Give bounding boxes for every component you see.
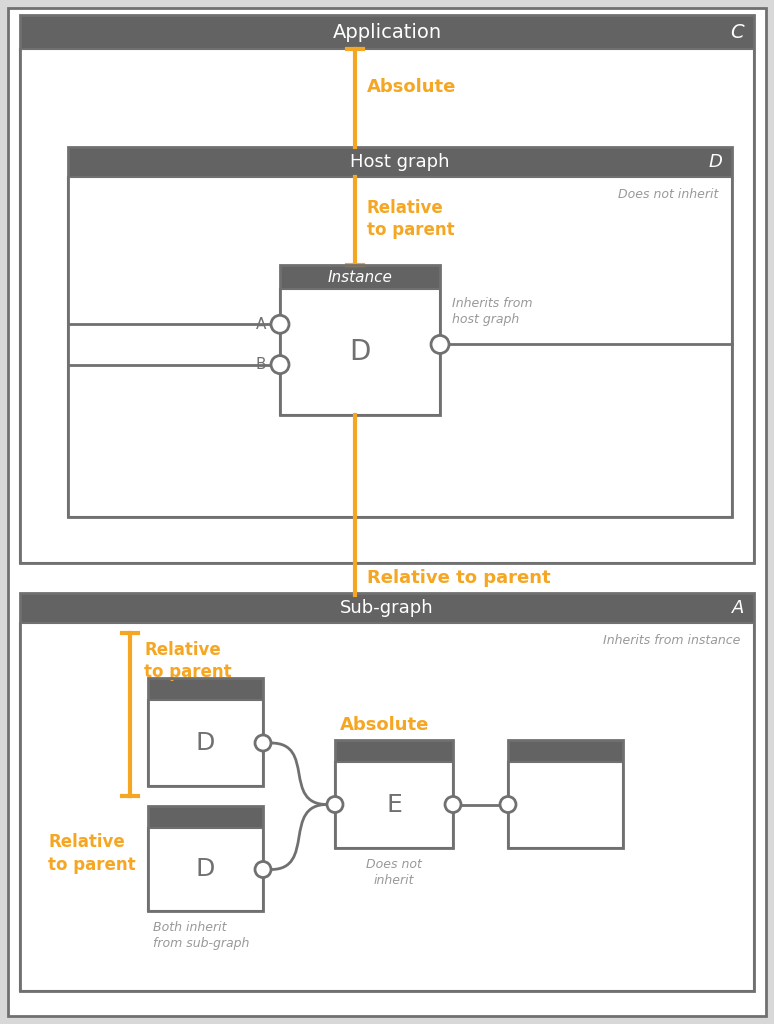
Text: Does not inherit: Does not inherit: [618, 188, 718, 202]
Text: D: D: [196, 731, 215, 755]
Bar: [20, 15, 754, 563]
Bar: [148, 806, 263, 911]
Bar: [508, 739, 623, 762]
Bar: [335, 739, 453, 848]
Text: Relative
to parent: Relative to parent: [48, 834, 135, 873]
Circle shape: [445, 797, 461, 812]
Text: Inherits from
host graph: Inherits from host graph: [452, 297, 533, 326]
Circle shape: [271, 315, 289, 333]
Bar: [148, 678, 263, 786]
Bar: [280, 289, 440, 415]
Text: Does not
inherit: Does not inherit: [366, 857, 422, 887]
Bar: [335, 762, 453, 848]
Text: Instance: Instance: [327, 269, 392, 285]
Circle shape: [271, 355, 289, 374]
Bar: [20, 593, 754, 991]
Text: Sub-graph: Sub-graph: [341, 599, 433, 617]
Bar: [20, 623, 754, 991]
Text: Absolute: Absolute: [340, 717, 430, 734]
Bar: [20, 15, 754, 49]
Text: D: D: [708, 153, 722, 171]
Bar: [68, 177, 732, 517]
Text: Relative to parent: Relative to parent: [367, 569, 550, 587]
Bar: [68, 147, 732, 177]
Bar: [20, 49, 754, 563]
Bar: [148, 700, 263, 786]
Text: Relative
to parent: Relative to parent: [367, 199, 454, 240]
Bar: [280, 265, 440, 415]
Circle shape: [327, 797, 343, 812]
Circle shape: [500, 797, 516, 812]
Bar: [508, 762, 623, 848]
Text: E: E: [386, 793, 402, 816]
Circle shape: [431, 336, 449, 353]
Text: Application: Application: [333, 23, 441, 42]
Text: Host graph: Host graph: [351, 153, 450, 171]
Text: A: A: [255, 316, 266, 332]
Bar: [335, 739, 453, 762]
Bar: [68, 147, 732, 517]
Circle shape: [255, 735, 271, 751]
Bar: [148, 828, 263, 911]
Text: D: D: [349, 338, 371, 366]
Text: Relative
to parent: Relative to parent: [144, 641, 231, 681]
Text: Absolute: Absolute: [367, 78, 457, 96]
Bar: [148, 678, 263, 700]
Bar: [148, 806, 263, 828]
Text: Inherits from instance: Inherits from instance: [603, 635, 740, 647]
Circle shape: [255, 861, 271, 878]
Text: A: A: [731, 599, 744, 617]
Bar: [20, 593, 754, 623]
Bar: [508, 739, 623, 848]
Text: Both inherit
from sub-graph: Both inherit from sub-graph: [153, 921, 249, 950]
Text: D: D: [196, 857, 215, 882]
Text: B: B: [255, 357, 266, 372]
Text: C: C: [731, 23, 744, 42]
Bar: [280, 265, 440, 289]
